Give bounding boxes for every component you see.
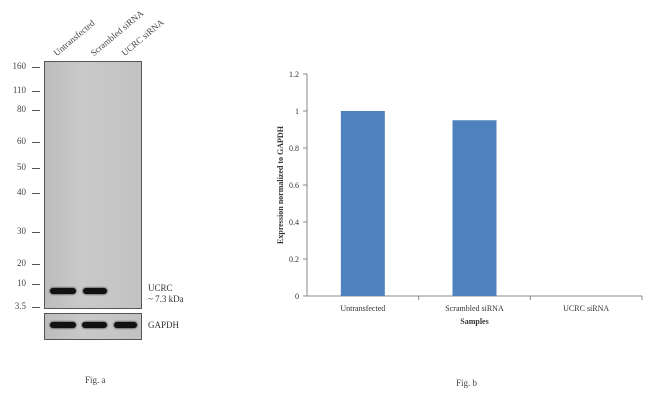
mw-tick-50 [32, 168, 40, 169]
gapdh-band-lane-3 [114, 322, 137, 328]
mw-tick-60 [32, 142, 40, 143]
mw-tick-30 [32, 232, 40, 233]
gapdh-band-lane-2 [82, 322, 107, 328]
target-name: UCRC [148, 283, 173, 293]
figure-a-caption: Fig. a [85, 375, 106, 385]
mw-label-20: 20 [17, 258, 26, 268]
mw-tick-40 [32, 193, 40, 194]
gapdh-band-lane-1 [50, 322, 76, 328]
y-tick-label-5: 1 [295, 107, 299, 116]
mw-label-160: 160 [12, 61, 27, 71]
y-tick-label-0: 0 [295, 292, 299, 301]
target-band-lane-1 [50, 288, 76, 294]
y-tick-label-1: 0.2 [289, 255, 299, 264]
y-tick-label-6: 1.2 [289, 70, 299, 79]
y-tick-label-2: 0.4 [289, 218, 299, 227]
x-tick-label-2: UCRC siRNA [563, 304, 609, 313]
mw-tick-10 [32, 284, 40, 285]
y-axis-title: Expression normalized to GAPDH [276, 125, 285, 244]
mw-tick-110 [32, 91, 40, 92]
target-label: UCRC ~ 7.3 kDa [148, 283, 184, 305]
target-band-lane-2 [83, 288, 107, 294]
x-tick-label-0: Untransfected [340, 304, 385, 313]
target-size: ~ 7.3 kDa [148, 294, 184, 304]
mw-label-40: 40 [17, 187, 26, 197]
figure-b-caption: Fig. b [456, 378, 478, 388]
y-tick-label-4: 0.8 [289, 144, 299, 153]
mw-label-10: 10 [17, 278, 26, 288]
y-tick-label-3: 0.6 [289, 181, 299, 190]
bar-0 [340, 111, 385, 296]
mw-label-30: 30 [17, 226, 26, 236]
mw-tick-80 [32, 110, 40, 111]
mw-label-50: 50 [17, 162, 26, 172]
mw-label-60: 60 [17, 136, 26, 146]
mw-label-110: 110 [12, 85, 26, 95]
mw-tick-160 [32, 67, 40, 68]
x-axis-title: Samples [460, 317, 488, 326]
mw-label-80: 80 [17, 104, 26, 114]
blot-main [44, 61, 142, 309]
mw-tick-20 [32, 264, 40, 265]
loading-control-label: GAPDH [148, 320, 180, 330]
mw-label-3-5: 3.5 [14, 301, 26, 311]
x-tick-label-1: Scrambled siRNA [445, 304, 504, 313]
bar-1 [452, 120, 497, 296]
mw-tick-3-5 [32, 307, 40, 308]
